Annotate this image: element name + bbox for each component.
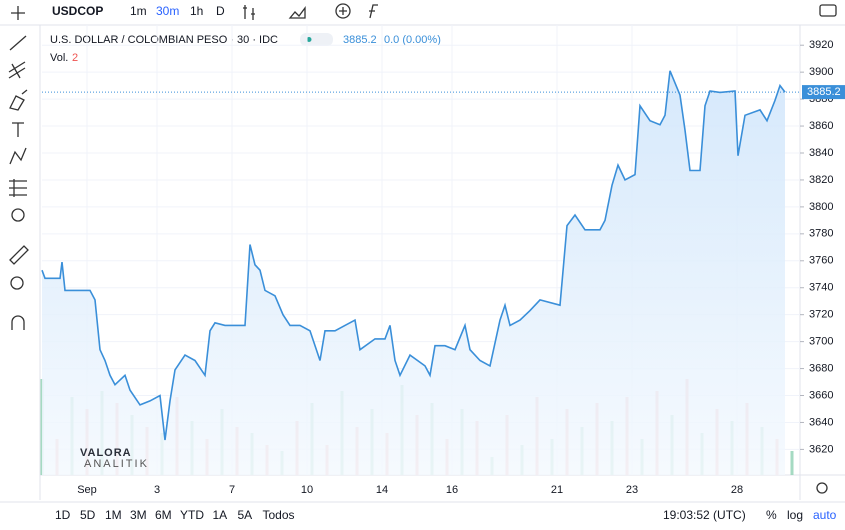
range-button[interactable]: YTD	[180, 508, 204, 522]
pattern-tool[interactable]	[9, 147, 27, 165]
volume-value: 2	[72, 52, 78, 64]
range-button[interactable]: 5D	[80, 508, 96, 522]
x-tick-label: 16	[446, 484, 458, 496]
symbol[interactable]: USDCOP	[52, 4, 103, 18]
chart-title: U.S. DOLLAR / COLOMBIAN PESO · 30 · IDC	[50, 34, 278, 46]
interval[interactable]: 30m	[156, 4, 179, 18]
y-tick-label: 3740	[809, 282, 833, 294]
fx-icon[interactable]	[369, 4, 378, 19]
chart-type-icons[interactable]	[243, 5, 306, 20]
range-button[interactable]: 1A	[213, 508, 228, 522]
x-tick-label: 21	[551, 484, 563, 496]
range-button[interactable]: 5A	[238, 508, 253, 522]
plus	[339, 7, 347, 15]
x-tick-label: 10	[301, 484, 313, 496]
interval[interactable]: 1h	[190, 4, 203, 18]
y-tick-label: 3620	[809, 443, 833, 455]
legend-value: 3885.2	[343, 34, 377, 46]
plot: 3620 3640 3660 3680 3700 3720 3740 3760 3780 3800…	[40, 25, 845, 496]
price-line	[41, 70, 786, 441]
legend-toggle[interactable]	[300, 33, 333, 46]
y-tick-label: 3920	[809, 39, 833, 51]
intervals: 1m 30m 1h D	[130, 4, 225, 18]
trend-tool[interactable]	[9, 35, 27, 51]
range-button[interactable]: 6M	[155, 508, 172, 522]
ruler-tool[interactable]	[9, 245, 29, 265]
y-tick-label: 3680	[809, 362, 833, 374]
settings[interactable]	[816, 482, 828, 494]
y-tick-label: 3900	[809, 66, 833, 78]
fib-tool[interactable]	[8, 61, 26, 79]
range-button[interactable]: Todos	[263, 508, 295, 522]
bottom-bar: 1D 5D 1M 3M 6M YTD 1A 5A Todos	[55, 508, 295, 522]
x-tick-label: 3	[154, 484, 160, 496]
legend-change: 0.0 (0.00%)	[384, 34, 441, 46]
auto-toggle[interactable]: auto	[813, 508, 837, 522]
interval[interactable]: 1m	[130, 4, 147, 18]
indicator-add[interactable]	[335, 3, 351, 19]
range-button[interactable]: 3M	[130, 508, 147, 522]
y-tick-label: 3760	[809, 255, 833, 267]
left-toolbar	[8, 6, 29, 330]
watermark-sub: ANALITIK	[84, 458, 149, 470]
x-tick-label: 7	[229, 484, 235, 496]
y-tick-label: 3780	[809, 228, 833, 240]
y-tick-label: 3860	[809, 120, 833, 132]
legend-dot	[306, 37, 312, 42]
log-toggle[interactable]: log	[787, 508, 803, 522]
forecast-tool[interactable]	[9, 179, 27, 197]
x-tick-label: 28	[731, 484, 743, 496]
interval[interactable]: D	[216, 4, 225, 18]
watermark: VALORA	[80, 447, 132, 459]
y-tick-label: 3840	[809, 147, 833, 159]
y-tick-label: 3720	[809, 309, 833, 321]
brush-tool[interactable]	[9, 89, 28, 111]
emoji-tool[interactable]	[11, 208, 25, 222]
y-tick-label: 3800	[809, 201, 833, 213]
y-tick-label: 3820	[809, 174, 833, 186]
x-tick-label: Sep	[77, 484, 97, 496]
percent-toggle[interactable]: %	[766, 508, 777, 522]
range-button[interactable]: 1M	[105, 508, 122, 522]
text-tool[interactable]	[12, 122, 24, 137]
volume-bar	[790, 451, 794, 475]
last-price-label: 3885.2	[807, 86, 841, 98]
last-price-tag	[802, 85, 845, 100]
utc-time: 19:03:52 (UTC)	[663, 508, 746, 522]
y-tick-label: 3660	[809, 389, 833, 401]
snapshot[interactable]	[819, 4, 837, 17]
volume-label: Vol.	[50, 52, 68, 64]
area	[42, 70, 785, 476]
x-tick-label: 14	[376, 484, 388, 496]
y-tick-label: 3700	[809, 336, 833, 348]
magnet-tool[interactable]	[11, 315, 25, 330]
range-button[interactable]: 1D	[55, 508, 71, 522]
crosshair-tool[interactable]	[11, 6, 25, 20]
zoom-tool[interactable]	[10, 276, 24, 290]
x-tick-label: 23	[626, 484, 638, 496]
y-tick-label: 3640	[809, 416, 833, 428]
